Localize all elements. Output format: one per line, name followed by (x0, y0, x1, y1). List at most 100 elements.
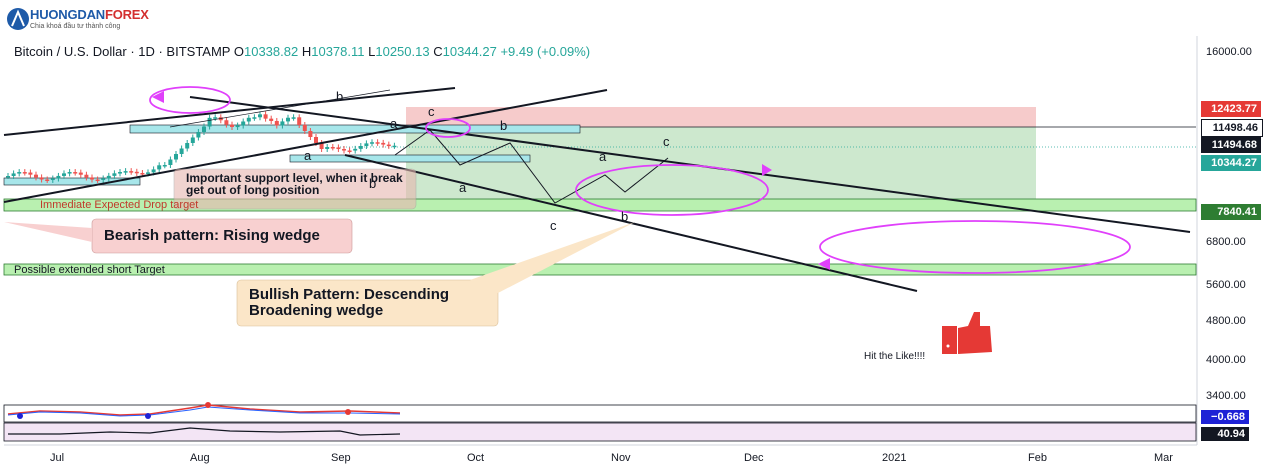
candle-body (22, 172, 27, 174)
candle-body (190, 137, 195, 143)
symbol-legend[interactable]: Bitcoin / U.S. Dollar · 1D · BITSTAMP O 1… (14, 44, 590, 59)
arrow-head-top (152, 91, 164, 103)
bullish-pointer (470, 222, 635, 293)
high-label: H (301, 44, 312, 59)
candle-body (246, 117, 251, 122)
candle-body (342, 149, 346, 151)
low-label: L (368, 44, 376, 59)
time-tick-label: 2021 (882, 452, 907, 464)
time-tick-label: Feb (1028, 452, 1047, 464)
candle-body (280, 121, 285, 126)
highlight-ellipse-top (149, 86, 231, 114)
green-target-zone (406, 127, 1036, 199)
price-tick-label: 4800.00 (1206, 315, 1246, 327)
logo-brand-main: HUONGDAN (30, 7, 105, 22)
change-value: +9.49 (+0.09%) (500, 44, 591, 59)
wave-label: b (621, 209, 629, 224)
bullish-callout-box (236, 279, 499, 327)
indicator-dot (17, 413, 23, 419)
candle-body (84, 174, 89, 178)
candle-body (213, 117, 218, 119)
support-callout-box (173, 168, 417, 210)
thumbs-up-icon[interactable] (942, 312, 992, 354)
logo-brand: HUONGDANFOREX (30, 7, 149, 22)
wave-label: c (550, 218, 557, 233)
logo: HUONGDANFOREX Chia khoá đầu tư thành côn… (6, 4, 149, 34)
logo-tagline: Chia khoá đầu tư thành công (30, 23, 121, 30)
highlight-ellipse-c (425, 118, 471, 138)
close-value: 10344.27 (442, 44, 497, 59)
wave-label: c (428, 104, 435, 119)
price-tag: 11494.68 (1201, 137, 1261, 153)
wave-label: b (369, 176, 377, 191)
candlestick-series (6, 111, 397, 183)
time-tick-label: Nov (611, 452, 631, 464)
logo-brand-accent: FOREX (104, 7, 149, 22)
candle-body (291, 117, 296, 119)
price-tick-label: 3400.00 (1206, 390, 1246, 402)
candle-body (28, 172, 33, 175)
candle-body (381, 142, 386, 145)
immediate-drop-label: Immediate Expected Drop target (40, 199, 199, 211)
candle-body (90, 177, 94, 180)
indicator-dot (345, 409, 351, 415)
candle-body (134, 171, 139, 174)
indicator-pane-2 (3, 422, 1197, 442)
time-tick-label: Dec (744, 452, 764, 464)
close-label: C (433, 44, 443, 59)
oscillator-tag: −0.668 (1201, 410, 1249, 424)
candle-body (56, 175, 61, 179)
symbol-name: Bitcoin / U.S. Dollar · 1D · BITSTAMP (14, 44, 231, 59)
time-tick-label: Sep (331, 452, 351, 464)
time-tick-label: Oct (467, 452, 485, 464)
candle-body (308, 131, 313, 137)
candle-body (157, 165, 162, 170)
price-tick-label: 6800.00 (1206, 236, 1246, 248)
candle-body (168, 159, 173, 165)
support-box-mid (289, 154, 531, 163)
price-tick-label: 5600.00 (1206, 279, 1246, 291)
candle-body (241, 121, 246, 126)
candle-body (263, 114, 268, 119)
low-value: 10250.13 (375, 44, 430, 59)
wave-label: a (390, 116, 398, 131)
thin-channel-line (169, 89, 391, 128)
time-tick-label: Jul (50, 452, 65, 464)
candle-body (347, 150, 352, 153)
candle-body (162, 165, 167, 167)
rsi-line (8, 427, 401, 436)
indicator-dot (205, 402, 211, 408)
open-label: O (233, 44, 244, 59)
indicator-pane-1 (3, 404, 1197, 423)
support-box-upper (129, 124, 581, 134)
logo-icon (7, 8, 29, 30)
candle-body (73, 172, 78, 174)
candle-body (151, 169, 156, 173)
wave-label: c (663, 134, 670, 149)
candle-body (224, 120, 229, 125)
indicator-line-red (7, 404, 401, 416)
candle-body (34, 174, 38, 178)
wave-label: b (336, 89, 344, 104)
candle-body (202, 126, 206, 132)
price-tick-label: 16000.00 (1206, 46, 1252, 58)
candle-body (95, 179, 100, 182)
candle-body (174, 154, 178, 160)
arrow-head-left (818, 258, 830, 270)
descending-upper-line (189, 96, 1191, 233)
wave-label: a (304, 148, 312, 163)
highlight-ellipse-long (819, 220, 1131, 274)
candle-body (185, 143, 190, 149)
candle-body (314, 137, 318, 143)
candle-body (6, 176, 10, 178)
price-tag: 10344.27 (1201, 155, 1261, 171)
wave-label: a (459, 180, 467, 195)
price-tag: 7840.41 (1201, 204, 1261, 220)
candle-body (17, 172, 22, 174)
candle-body (325, 147, 330, 149)
candle-body (196, 132, 201, 138)
candle-body (39, 177, 44, 180)
candle-body (140, 173, 145, 175)
candle-body (336, 147, 341, 150)
